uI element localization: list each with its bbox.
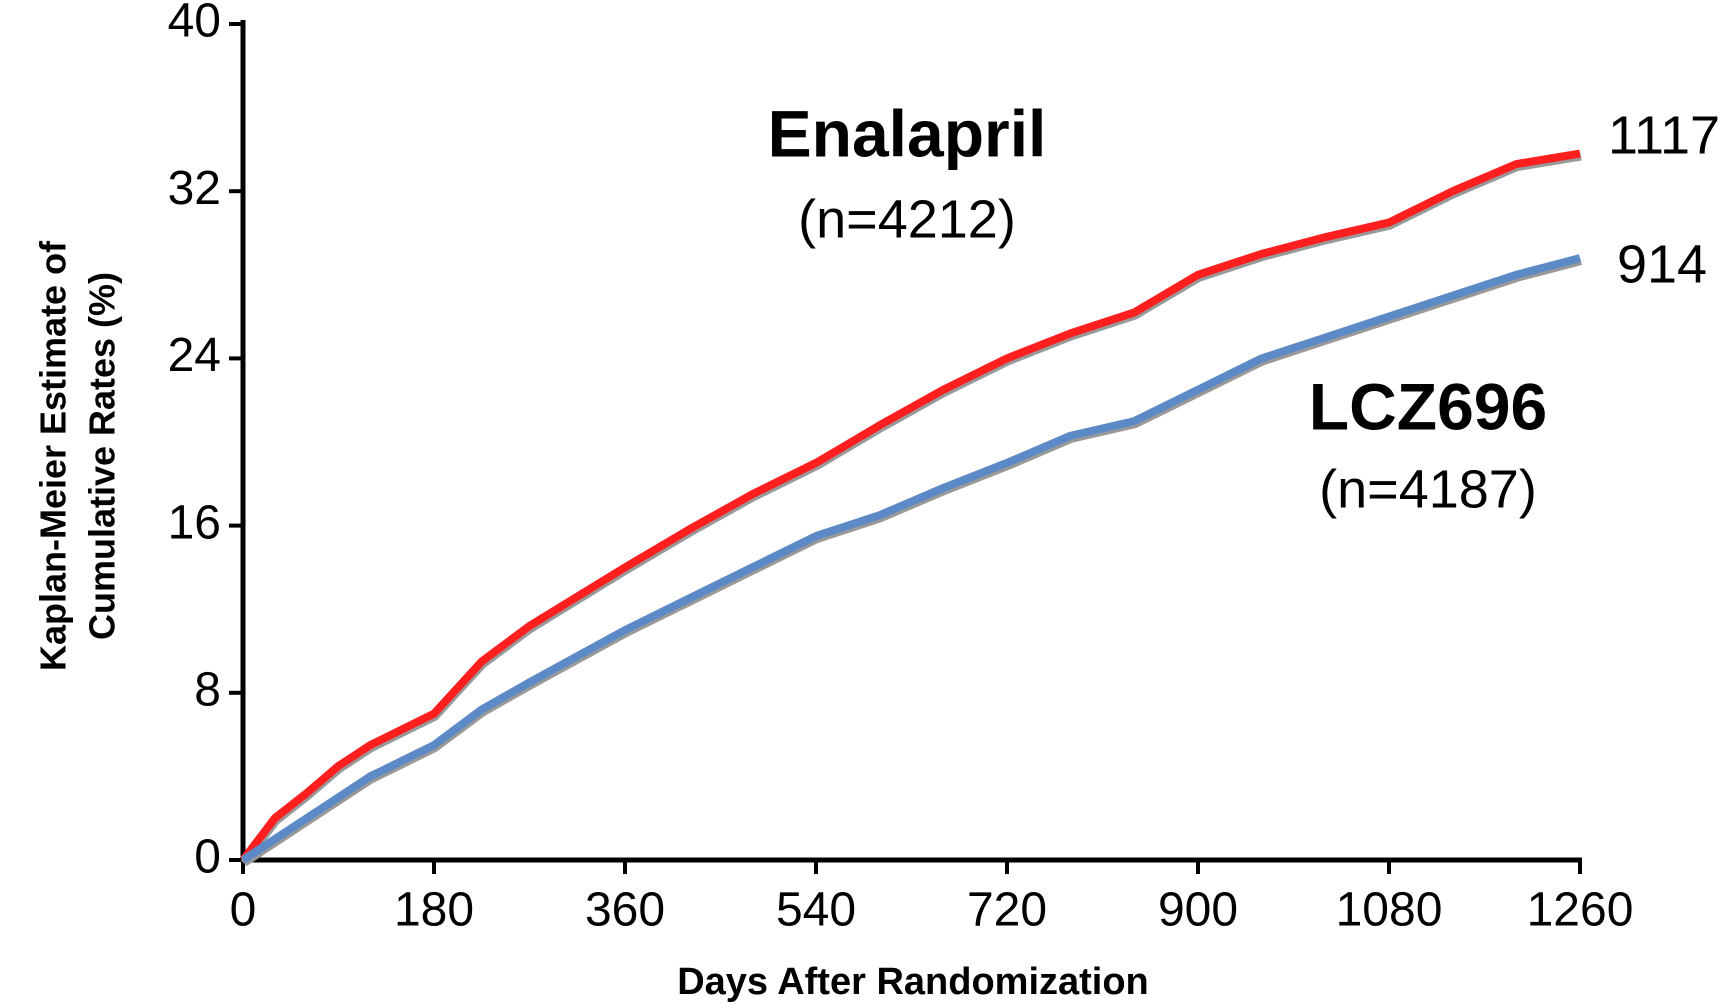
series-label: LCZ696 bbox=[1309, 369, 1547, 443]
x-tick-label: 540 bbox=[776, 884, 856, 937]
series-label: Enalapril bbox=[768, 96, 1047, 170]
y-axis-title: Kaplan-Meier Estimate of Cumulative Rate… bbox=[33, 240, 123, 671]
line bbox=[239, 149, 1581, 863]
x-axis-title: Days After Randomization bbox=[677, 961, 1149, 1003]
events-label: 914 bbox=[1617, 234, 1707, 294]
y-axis-title-line: Kaplan-Meier Estimate of bbox=[33, 240, 74, 671]
y-axis-title-line: Cumulative Rates (%) bbox=[82, 272, 123, 640]
events-label: 1117 bbox=[1608, 105, 1720, 165]
x-tick-label: 360 bbox=[585, 884, 665, 937]
y-tick-label: 24 bbox=[168, 329, 221, 382]
y-tick-label: 8 bbox=[194, 663, 221, 716]
y-tick-label: 32 bbox=[168, 162, 221, 215]
x-tick-label: 720 bbox=[967, 884, 1047, 937]
y-tick-label: 0 bbox=[194, 831, 221, 884]
line bbox=[240, 254, 1582, 864]
line-shadow bbox=[241, 257, 1583, 867]
y-tick-label: 16 bbox=[168, 496, 221, 549]
x-tick-label: 180 bbox=[394, 884, 474, 937]
series-n-label: (n=4187) bbox=[1319, 459, 1537, 519]
series-n-label: (n=4212) bbox=[798, 189, 1016, 249]
x-tick-label: 0 bbox=[230, 884, 257, 937]
x-tick-label: 1260 bbox=[1527, 884, 1634, 937]
y-tick-label: 40 bbox=[168, 0, 221, 48]
x-tick-label: 1080 bbox=[1336, 884, 1443, 937]
x-tick-label: 900 bbox=[1158, 884, 1238, 937]
